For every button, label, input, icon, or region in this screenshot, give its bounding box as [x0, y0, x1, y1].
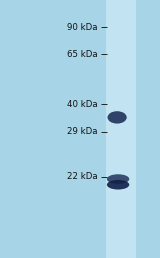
Text: 22 kDa: 22 kDa [67, 172, 98, 181]
Ellipse shape [107, 174, 129, 184]
Ellipse shape [108, 111, 127, 124]
Text: 65 kDa: 65 kDa [67, 50, 98, 59]
Text: 40 kDa: 40 kDa [67, 100, 98, 109]
Ellipse shape [107, 180, 129, 190]
Bar [106, 0, 136, 258]
Text: 90 kDa: 90 kDa [67, 23, 98, 31]
Text: 29 kDa: 29 kDa [67, 127, 98, 136]
